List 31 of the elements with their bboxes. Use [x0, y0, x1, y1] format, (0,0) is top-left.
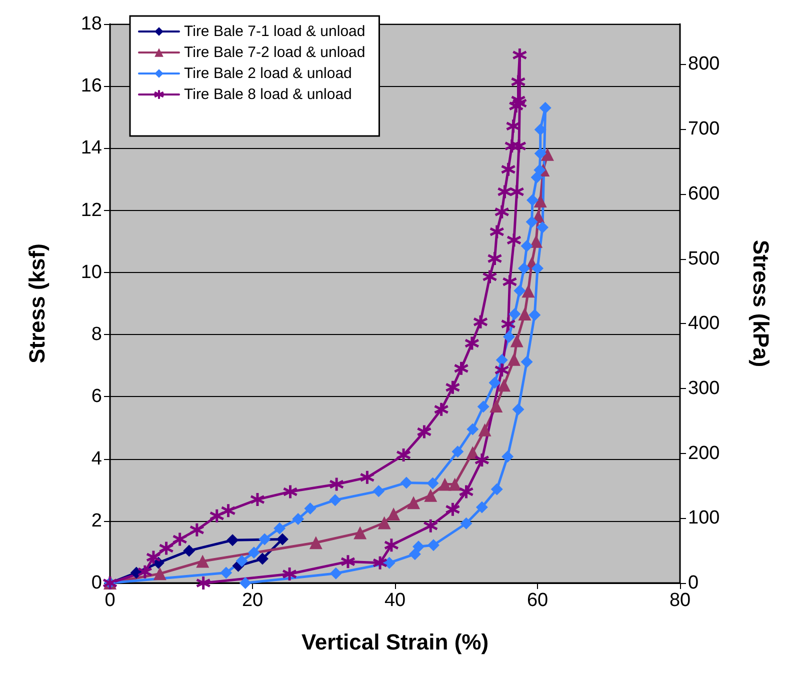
- y2-tick-label: 800: [688, 54, 720, 75]
- y-tick-label: 0: [91, 572, 102, 594]
- y-tick-label: 8: [91, 324, 102, 346]
- legend-label: Tire Bale 2 load & unload: [184, 65, 352, 82]
- legend-label: Tire Bale 7-1 load & unload: [184, 23, 366, 40]
- y-tick-label: 18: [80, 14, 102, 34]
- y-tick-label: 4: [91, 448, 102, 470]
- y2-tick-label: 700: [688, 118, 720, 140]
- legend-label: Tire Bale 8 load & unload: [184, 86, 352, 103]
- x-axis-title: Vertical Strain (%): [301, 630, 489, 654]
- y2-tick-label: 500: [688, 248, 720, 270]
- y-tick-label: 6: [91, 386, 102, 408]
- y2-tick-label: 600: [688, 183, 720, 204]
- legend-label: Tire Bale 7-2 load & unload: [184, 44, 366, 61]
- y-tick-label: 16: [80, 76, 102, 97]
- y2-tick-label: 200: [688, 442, 720, 464]
- y2-tick-label: 300: [688, 378, 720, 399]
- y-axis-title: Stress (ksf): [24, 244, 50, 364]
- x-tick-label: 20: [242, 590, 264, 611]
- y-tick-label: 2: [91, 510, 102, 532]
- y2-tick-label: 100: [688, 508, 720, 529]
- x-tick-label: 80: [669, 590, 691, 611]
- y2-tick-label: 0: [688, 572, 699, 594]
- y-tick-label: 10: [80, 262, 102, 283]
- x-tick-label: 60: [526, 590, 548, 611]
- x-tick-label: 0: [104, 590, 116, 611]
- y-tick-label: 14: [80, 138, 102, 159]
- y-tick-label: 12: [80, 200, 102, 221]
- y2-tick-label: 400: [688, 313, 720, 334]
- y2-axis-title: Stress (kPa): [748, 240, 774, 368]
- x-tick-label: 40: [384, 590, 406, 611]
